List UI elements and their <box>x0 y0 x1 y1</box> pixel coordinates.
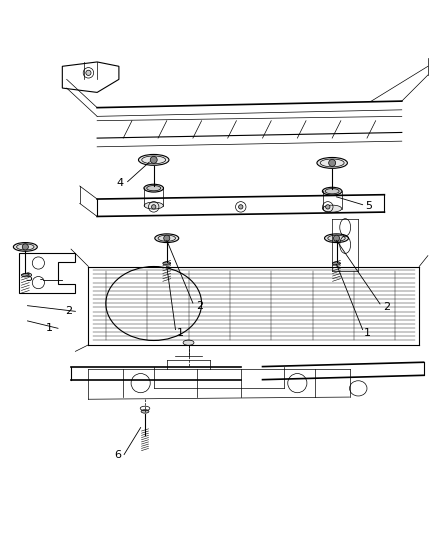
Ellipse shape <box>183 340 194 345</box>
Ellipse shape <box>155 234 179 243</box>
Ellipse shape <box>13 243 37 251</box>
Circle shape <box>325 205 330 209</box>
Circle shape <box>22 244 28 250</box>
Ellipse shape <box>144 202 163 209</box>
Circle shape <box>164 235 170 241</box>
Text: 1: 1 <box>177 328 184 337</box>
Text: 3: 3 <box>25 273 32 283</box>
Ellipse shape <box>138 155 169 165</box>
Text: 6: 6 <box>114 449 121 459</box>
Text: 1: 1 <box>46 324 53 333</box>
Ellipse shape <box>21 273 29 277</box>
Circle shape <box>333 235 339 241</box>
Text: 4: 4 <box>116 177 124 188</box>
Ellipse shape <box>322 205 342 212</box>
Circle shape <box>239 205 243 209</box>
Text: 5: 5 <box>366 200 373 211</box>
Ellipse shape <box>332 262 340 265</box>
Ellipse shape <box>141 410 149 413</box>
Circle shape <box>152 205 156 209</box>
Text: 2: 2 <box>383 302 390 312</box>
Ellipse shape <box>144 184 163 192</box>
Ellipse shape <box>325 234 349 243</box>
Circle shape <box>328 159 336 166</box>
Ellipse shape <box>163 262 171 265</box>
Text: 2: 2 <box>196 301 203 311</box>
Text: 2: 2 <box>65 306 72 316</box>
Circle shape <box>86 70 91 76</box>
Ellipse shape <box>317 157 347 168</box>
Text: 1: 1 <box>364 328 371 337</box>
Ellipse shape <box>322 187 342 195</box>
Circle shape <box>150 156 157 163</box>
